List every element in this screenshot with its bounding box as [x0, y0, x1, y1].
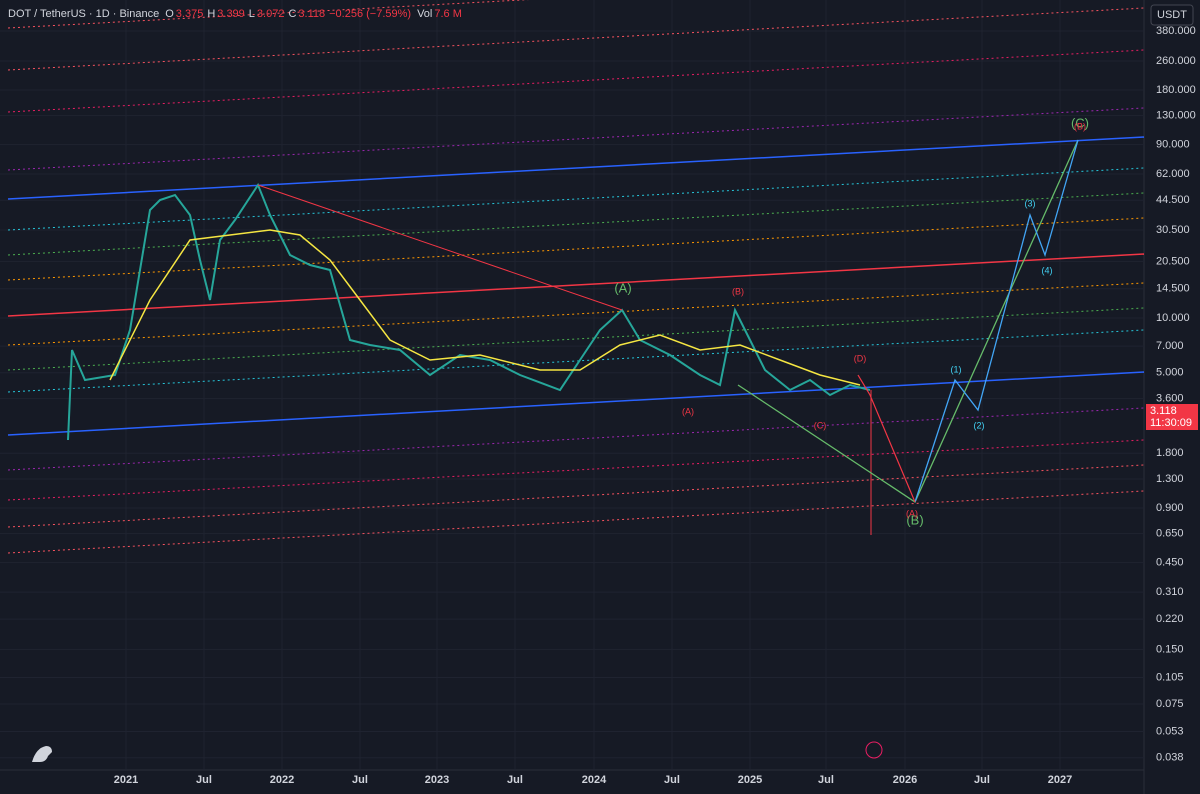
- price-tick-label: 0.900: [1156, 502, 1184, 514]
- header: DOT / TetherUS · 1D · Binance O 3.375 H 3.39…: [8, 8, 462, 20]
- wave-label: (A): [682, 406, 694, 416]
- currency[interactable]: USDT: [1157, 9, 1187, 21]
- price-tick-label: 0.075: [1156, 698, 1184, 710]
- time-tick-label: 2025: [738, 774, 762, 786]
- wave-label: (2): [974, 420, 985, 430]
- price-tick-label: 3.600: [1156, 393, 1184, 405]
- channel-line: [7, 136, 1145, 200]
- time-tick-label: Jul: [352, 774, 368, 786]
- price-line: [67, 182, 871, 441]
- projection-red: [857, 374, 916, 503]
- price-tick-label: 0.150: [1156, 643, 1184, 655]
- price-tick-label: 5.000: [1156, 367, 1184, 379]
- price-tick-label: 14.500: [1156, 283, 1190, 295]
- wave-label: (D): [854, 353, 867, 363]
- price-tick-label: 10.000: [1156, 312, 1190, 324]
- last-price-badge: [1146, 404, 1198, 430]
- wave-label: (B): [1074, 121, 1086, 131]
- time-tick-label: 2024: [582, 774, 607, 786]
- last-price: 3.118: [1150, 405, 1177, 417]
- wave-label: (B): [732, 286, 744, 296]
- currency-button[interactable]: [1150, 4, 1194, 26]
- time-tick-label: Jul: [196, 774, 212, 786]
- change: −0.256 (−7.59%): [329, 8, 411, 20]
- wave-label: (C): [814, 420, 827, 430]
- price-tick-label: 180.000: [1156, 84, 1196, 96]
- price-tick-label: 90.000: [1156, 139, 1190, 151]
- ohlc-value: 3.072: [257, 8, 285, 20]
- ohlc-key: L: [249, 8, 255, 20]
- price-tick-label: 44.500: [1156, 194, 1190, 206]
- time-tick-label: Jul: [818, 774, 834, 786]
- wave-label: (4): [1042, 265, 1053, 275]
- wave-label: (3): [1025, 198, 1036, 208]
- time-tick-label: 2022: [270, 774, 294, 786]
- price-tick-label: 0.105: [1156, 671, 1184, 683]
- price-tick-label: 0.038: [1156, 752, 1184, 764]
- price-tick-label: 260.000: [1156, 55, 1196, 67]
- price-tick-label: 0.650: [1156, 528, 1184, 540]
- countdown: 11:30:09: [1150, 417, 1192, 429]
- wave-label: (1): [951, 364, 962, 374]
- ohlc-key: O: [165, 8, 174, 20]
- symbol: DOT / TetherUS · 1D · Binance: [8, 8, 159, 20]
- price-tick-label: 1.800: [1156, 447, 1184, 459]
- ohlc-key: C: [288, 8, 296, 20]
- price-tick-label: 130.000: [1156, 110, 1196, 122]
- projection-blue: [914, 139, 1079, 503]
- ohlc-value: 3.375: [176, 8, 204, 20]
- time-tick-label: 2023: [425, 774, 449, 786]
- wave-label: (A): [614, 280, 631, 295]
- price-tick-label: 0.220: [1156, 613, 1184, 625]
- wave-label: (B): [906, 512, 923, 527]
- trend-line: [257, 184, 623, 311]
- price-tick-label: 0.053: [1156, 725, 1184, 737]
- ohlc-value: 3.118: [298, 8, 325, 20]
- alert-icon[interactable]: [865, 741, 883, 759]
- moving-average: [109, 229, 861, 386]
- logo[interactable]: [32, 746, 52, 762]
- time-tick-label: Jul: [507, 774, 523, 786]
- price-tick-label: 20.500: [1156, 255, 1190, 267]
- wave-label: (A): [906, 508, 918, 518]
- price-tick-label: 62.000: [1156, 168, 1190, 180]
- time-tick-label: Jul: [974, 774, 990, 786]
- price-tick-label: 30.500: [1156, 224, 1190, 236]
- channel-line: [7, 253, 1145, 317]
- price-tick-label: 0.450: [1156, 557, 1184, 569]
- labels: 380.000 260.000 180.000 130.000 90.000 62.000…: [114, 25, 1196, 786]
- ohlc-value: 3.399: [217, 8, 245, 20]
- time-tick-label: 2021: [114, 774, 138, 786]
- price-tick-label: 0.310: [1156, 586, 1184, 598]
- price-tick-label: 380.000: [1156, 25, 1196, 37]
- volume-key: Vol: [417, 8, 432, 20]
- volume: 7.6 M: [434, 8, 462, 20]
- time-tick-label: 2026: [893, 774, 917, 786]
- price-tick-label: 1.300: [1156, 473, 1184, 485]
- wave-label: (C): [1071, 115, 1089, 130]
- ohlc-key: H: [207, 8, 215, 20]
- time-tick-label: Jul: [664, 774, 680, 786]
- price-tick-label: 7.000: [1156, 340, 1184, 352]
- grid: [0, 0, 1144, 770]
- time-tick-label: 2027: [1048, 774, 1072, 786]
